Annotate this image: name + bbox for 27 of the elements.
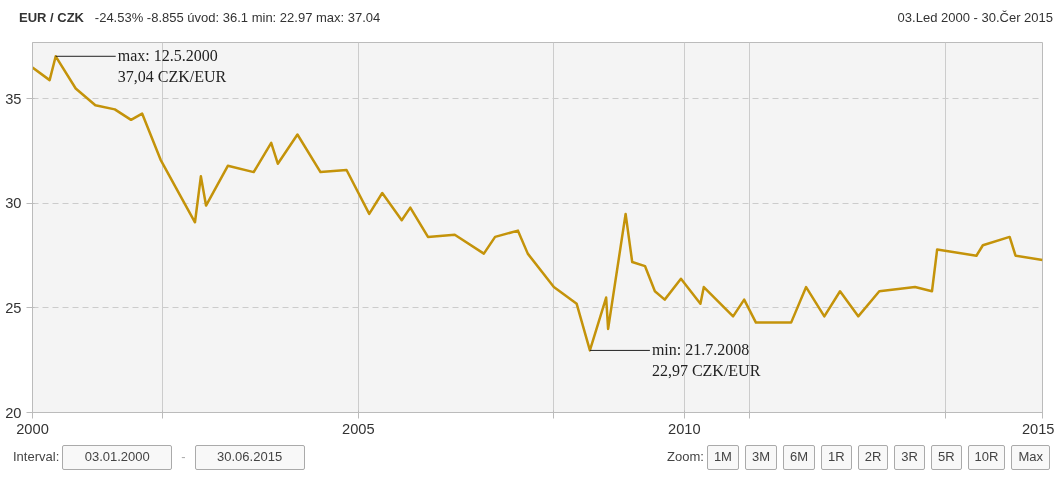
- text: 1M: [706, 445, 739, 470]
- y-tick-label: 25: [5, 299, 22, 316]
- text: -: [181, 449, 186, 464]
- x-tick-label: 2005: [342, 420, 375, 437]
- x-tick-label: 2010: [668, 420, 701, 437]
- text: 6M: [783, 445, 816, 470]
- text: 03.Led 2000 - 30.Čer 2015: [897, 9, 1053, 27]
- chart-title: EUR / CZK: [19, 10, 84, 25]
- x-tick-label: 2000: [16, 420, 49, 437]
- text: 3M: [744, 445, 778, 470]
- text: Zoom:: [667, 449, 704, 464]
- text: 30.06.2015: [194, 445, 305, 470]
- y-tick-label: 30: [5, 195, 22, 212]
- text: 5R: [930, 445, 962, 470]
- text: Interval:: [13, 449, 60, 464]
- text: 10R: [967, 445, 1006, 470]
- text: 1R: [821, 445, 852, 470]
- annotation: max: 12.5.2000 37,04 CZK/EUR: [117, 47, 227, 85]
- y-tick-label: 20: [5, 404, 22, 421]
- text: 2R: [857, 445, 889, 470]
- chart-subtitle: -24.53% -8.855 úvod: 36.1 min: 22.97 max: 37.04: [94, 10, 381, 25]
- y-tick-label: 35: [5, 90, 22, 107]
- text: Max: [1011, 445, 1050, 470]
- annotation: min: 21.7.2008 22,97 CZK/EUR: [651, 341, 761, 379]
- text: 03.01.2000: [62, 445, 173, 470]
- text: 3R: [894, 445, 925, 470]
- x-tick-label: 2015: [1021, 420, 1054, 437]
